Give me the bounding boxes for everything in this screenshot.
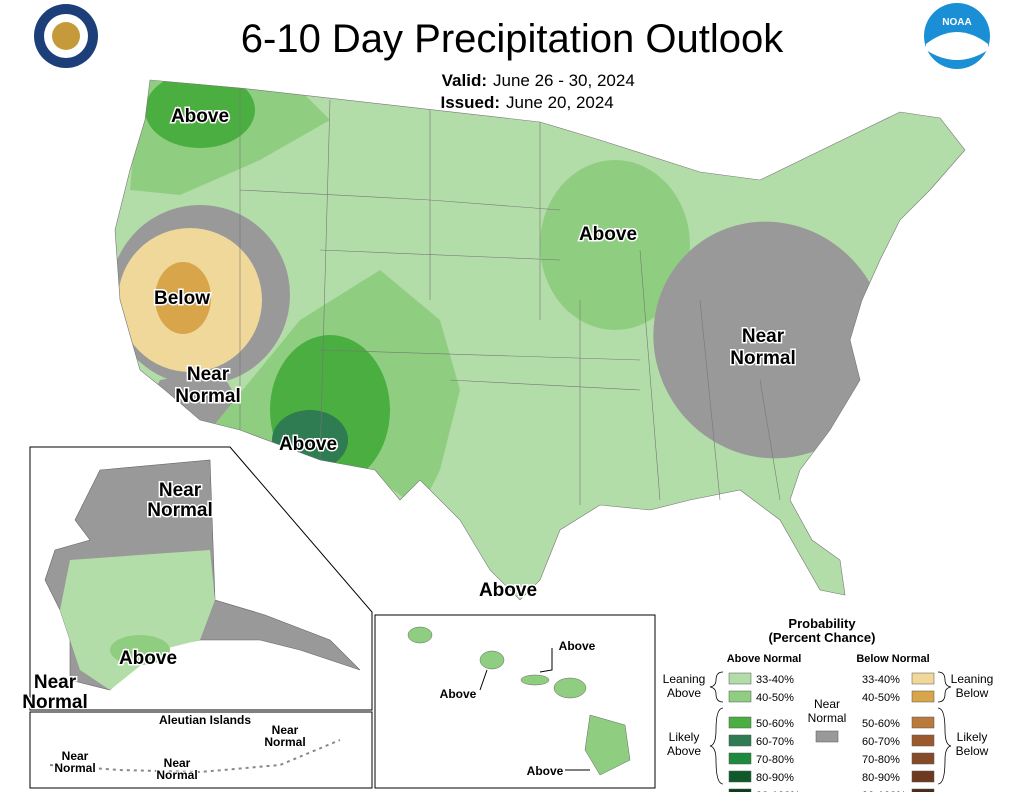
map-label: Above <box>579 224 637 245</box>
legend-title: (Percent Chance) <box>769 630 876 645</box>
map-label: Near <box>742 326 785 347</box>
map-label: Near <box>62 749 89 763</box>
legend-swatch <box>728 716 752 729</box>
map-label: Above <box>171 106 229 127</box>
map-label: Normal <box>730 348 795 369</box>
map-label: Near <box>272 723 299 737</box>
legend-swatch <box>728 734 752 747</box>
issued: June 20, 2024 <box>506 93 614 112</box>
map-label: Near <box>164 756 191 770</box>
legend-swatch <box>911 716 935 729</box>
map-label: Normal <box>156 768 197 782</box>
legend-swatch <box>911 788 935 792</box>
legend-swatch <box>911 752 935 765</box>
legend-swatch <box>728 770 752 783</box>
legend-group: Leaning <box>951 672 994 686</box>
legend-group: Likely <box>957 730 988 744</box>
map-label: Near <box>187 364 230 385</box>
legend-group: Below <box>956 686 989 700</box>
conus-map <box>114 79 966 601</box>
hawaii-inset <box>374 614 656 789</box>
legend-group: Above <box>667 686 701 700</box>
legend-swatch <box>911 770 935 783</box>
legend-group: Below <box>956 744 989 758</box>
legend-item: 70-80% <box>756 754 794 766</box>
hawaii-label: Above <box>440 687 477 701</box>
legend-item: 60-70% <box>756 736 794 748</box>
hawaii-label: Above <box>559 639 596 653</box>
map-label: Near <box>159 480 202 501</box>
map-label: Normal <box>54 761 95 775</box>
legend-item: 70-80% <box>862 754 900 766</box>
legend-item: 80-90% <box>862 772 900 784</box>
legend-swatch <box>728 788 752 792</box>
svg-text:NOAA: NOAA <box>942 17 971 28</box>
legend-item: 90-100% <box>756 790 800 792</box>
valid: June 26 - 30, 2024 <box>493 71 635 90</box>
map-label: Above <box>279 434 337 455</box>
legend: Probability(Percent Chance) Above Normal B… <box>663 616 994 792</box>
legend-item: 50-60% <box>862 718 900 730</box>
legend-swatch <box>911 672 935 685</box>
legend-group: Near <box>814 697 840 711</box>
legend-header: Below Normal <box>856 653 929 665</box>
legend-swatch <box>728 752 752 765</box>
issued-label: Issued: <box>440 93 500 112</box>
map-label: Above <box>479 580 537 601</box>
legend-title: Probability <box>788 616 856 631</box>
map-label: Normal <box>264 735 305 749</box>
legend-item: 90-100% <box>862 790 906 792</box>
legend-item: 40-50% <box>756 692 794 704</box>
legend-item: 60-70% <box>862 736 900 748</box>
map-label: Normal <box>22 692 87 713</box>
map-label: Normal <box>175 386 240 407</box>
legend-item: 80-90% <box>756 772 794 784</box>
hawaii-label: Above <box>527 764 564 778</box>
legend-group: Normal <box>808 711 847 725</box>
legend-swatch <box>911 734 935 747</box>
aleutian-title: Aleutian Islands <box>159 713 251 727</box>
legend-group: Above <box>667 744 701 758</box>
legend-swatch <box>911 690 935 703</box>
logos: NOAA <box>34 3 990 69</box>
title: 6-10 Day Precipitation Outlook <box>241 17 785 61</box>
legend-group: Leaning <box>663 672 706 686</box>
alaska-inset <box>29 446 373 711</box>
map-label: Normal <box>147 500 212 521</box>
map-label: Above <box>119 648 177 669</box>
legend-item: 33-40% <box>756 674 794 686</box>
legend-swatch <box>815 730 839 743</box>
map-label: Near <box>34 672 77 693</box>
legend-group: Likely <box>669 730 700 744</box>
legend-item: 40-50% <box>862 692 900 704</box>
legend-item: 50-60% <box>756 718 794 730</box>
legend-swatch <box>728 690 752 703</box>
valid-label: Valid: <box>442 71 487 90</box>
legend-header: Above Normal <box>727 653 802 665</box>
legend-brace <box>709 671 952 785</box>
map-label: Below <box>154 288 210 309</box>
legend-swatch <box>728 672 752 685</box>
legend-item: 33-40% <box>862 674 900 686</box>
